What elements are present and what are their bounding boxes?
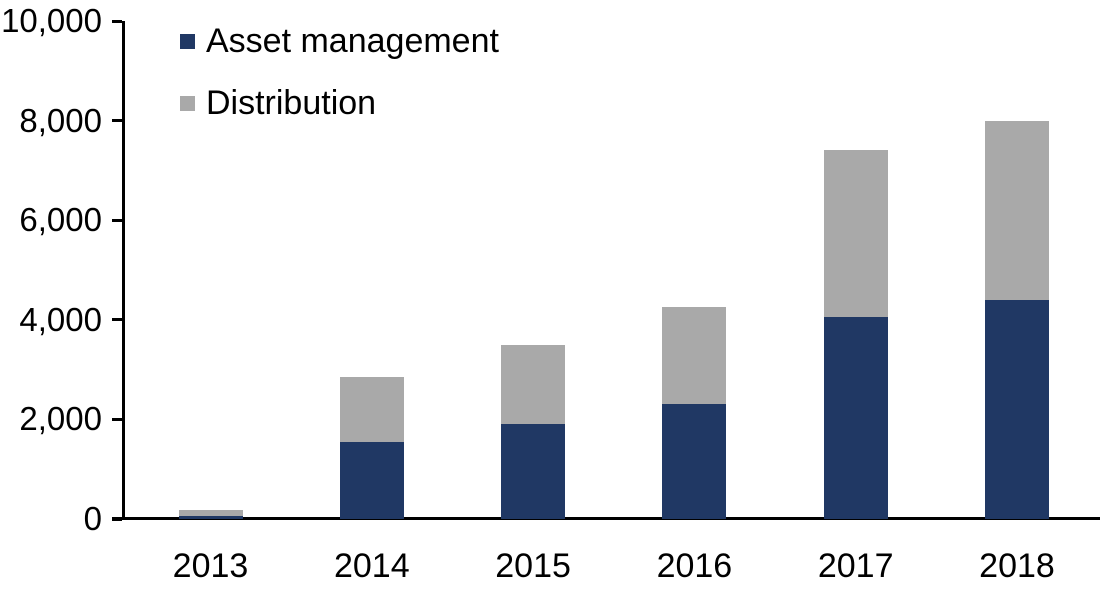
bar-segment-distribution-2013: [178, 510, 243, 516]
y-tick-label: 4,000: [19, 300, 102, 338]
bar-segment-asset-management-2017: [823, 317, 888, 519]
y-tick-label: 6,000: [19, 201, 102, 239]
x-tick-label-2016: 2016: [656, 547, 733, 585]
y-tick-mark: [112, 318, 122, 322]
bar-segment-asset-management-2016: [662, 404, 727, 519]
legend-swatch-distribution-icon: [180, 95, 195, 111]
y-tick-mark: [112, 417, 122, 421]
legend-label-distribution: Distribution: [206, 84, 377, 122]
legend-item-asset-management: Asset management: [180, 22, 499, 60]
x-tick-label-2017: 2017: [817, 547, 894, 585]
bar-segment-asset-management-2014: [339, 441, 404, 519]
y-tick-mark: [112, 19, 122, 23]
y-tick-mark: [112, 119, 122, 123]
bar-segment-distribution-2016: [662, 307, 727, 405]
y-tick-mark: [112, 517, 122, 521]
bar-segment-distribution-2018: [985, 120, 1049, 300]
bar-segment-distribution-2015: [501, 344, 566, 425]
y-tick-label: 8,000: [19, 101, 102, 139]
y-tick-label: 2,000: [19, 400, 102, 438]
legend-item-distribution: Distribution: [180, 84, 499, 122]
x-tick-label-2018: 2018: [979, 547, 1055, 585]
legend: Asset management Distribution: [180, 22, 499, 122]
y-tick-mark: [112, 218, 122, 222]
y-axis-line: [122, 21, 125, 520]
bar-segment-asset-management-2015: [501, 424, 566, 519]
y-tick-label: 0: [83, 500, 102, 537]
x-tick-label-2013: 2013: [172, 547, 249, 585]
legend-swatch-asset-management-icon: [180, 33, 195, 49]
x-axis-line: [112, 517, 1100, 520]
bar-segment-asset-management-2018: [985, 299, 1049, 519]
x-tick-label-2015: 2015: [495, 547, 571, 585]
bar-segment-asset-management-2013: [178, 515, 243, 519]
y-tick-label: 10,000: [1, 2, 102, 39]
x-tick-label-2014: 2014: [333, 547, 410, 585]
bar-segment-distribution-2014: [339, 377, 404, 442]
legend-label-asset-management: Asset management: [206, 22, 499, 60]
bar-segment-distribution-2017: [823, 150, 888, 318]
